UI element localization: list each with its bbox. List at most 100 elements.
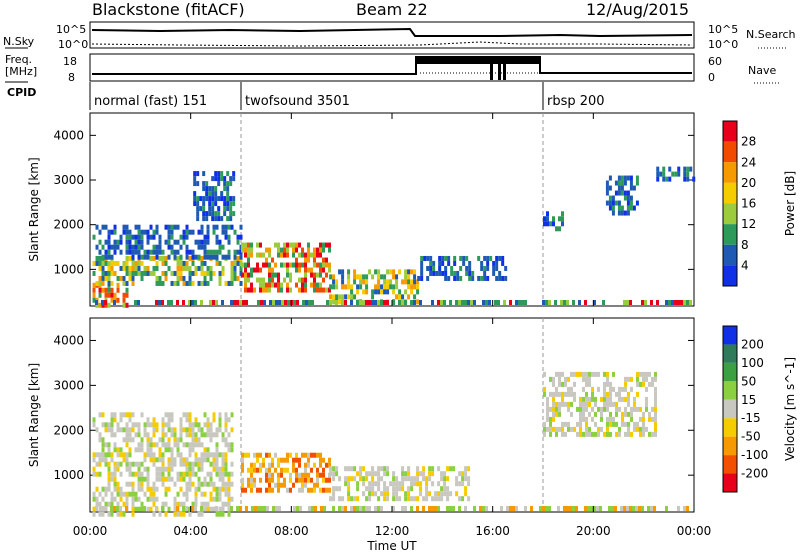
heatmap-cell (197, 422, 201, 428)
heatmap-cell (128, 244, 132, 250)
heatmap-cell (211, 186, 215, 192)
heatmap-cell (624, 431, 627, 437)
heatmap-cell (495, 255, 499, 261)
heatmap-cell (149, 249, 153, 255)
heatmap-cell (241, 477, 244, 483)
heatmap-cell (164, 486, 168, 492)
heatmap-cell (277, 287, 280, 293)
heatmap-cell (113, 461, 117, 467)
heatmap-cell (113, 442, 117, 448)
heatmap-cell (221, 501, 225, 507)
heatmap-cell (200, 255, 204, 261)
heatmap-cell (167, 461, 171, 467)
heatmap-cell (618, 391, 621, 397)
heatmap-cell (645, 401, 648, 407)
heatmap-cell (425, 491, 429, 497)
heatmap-cell (194, 471, 198, 477)
heatmap-cell (227, 417, 231, 423)
heatmap-cell (546, 426, 549, 432)
heatmap-cell (224, 417, 228, 423)
heatmap-cell (558, 226, 561, 232)
heatmap-cell (250, 462, 253, 468)
heatmap-cell (558, 216, 561, 222)
heatmap-cell (128, 461, 132, 467)
heatmap-cell (420, 265, 424, 271)
heatmap-cell (149, 506, 153, 512)
heatmap-cell (161, 260, 165, 266)
heatmap-cell (563, 300, 566, 305)
heatmap-cell (259, 242, 262, 248)
heatmap-cell (307, 462, 310, 468)
heatmap-cell (419, 486, 423, 492)
heatmap-cell (440, 486, 444, 492)
heatmap-cell (623, 190, 627, 196)
heatmap-cell (561, 426, 564, 432)
heatmap-cell (329, 300, 332, 305)
heatmap-cell (356, 300, 359, 305)
heatmap-cell (626, 195, 630, 201)
heatmap-cell (636, 371, 639, 377)
heatmap-cell (179, 417, 183, 423)
heatmap-cell (277, 272, 280, 278)
heatmap-cell (608, 205, 612, 211)
heatmap-cell (203, 412, 207, 418)
heatmap-cell (344, 466, 348, 472)
heatmap-cell (420, 260, 424, 266)
heatmap-cell (217, 171, 221, 177)
heatmap-cell (194, 506, 197, 511)
heatmap-cell (322, 467, 325, 473)
heatmap-cell (209, 506, 213, 512)
heatmap-cell (504, 275, 508, 281)
heatmap-cell (629, 185, 633, 191)
heatmap-cell (253, 482, 256, 488)
heatmap-cell (92, 506, 96, 512)
heatmap-cell (380, 289, 384, 295)
heatmap-cell (212, 229, 216, 235)
colorbar-tick-label: -50 (741, 430, 761, 444)
heatmap-cell (588, 376, 591, 382)
heatmap-cell (307, 472, 310, 478)
heatmap-cell (437, 496, 441, 502)
heatmap-cell (344, 300, 347, 305)
heatmap-cell (176, 239, 180, 245)
heatmap-cell (392, 496, 396, 502)
heatmap-cell (227, 471, 231, 477)
heatmap-cell (432, 260, 436, 266)
heatmap-cell (200, 239, 204, 245)
heatmap-cell (449, 491, 453, 497)
heatmap-cell (140, 437, 144, 443)
heatmap-cell (209, 432, 213, 438)
heatmap-cell (131, 280, 135, 286)
heatmap-cell (208, 206, 212, 212)
heatmap-cell (594, 421, 597, 427)
heatmap-cell (256, 267, 259, 273)
heatmap-cell (322, 257, 325, 263)
heatmap-cell (217, 181, 221, 187)
heatmap-cell (202, 216, 206, 222)
heatmap-cell (170, 244, 174, 250)
heatmap-cell (128, 412, 132, 418)
heatmap-cell (244, 272, 247, 278)
heatmap-cell (380, 491, 384, 497)
heatmap-cell (119, 234, 123, 240)
heatmap-cell (452, 506, 455, 511)
heatmap-cell (113, 229, 117, 235)
heatmap-cell (654, 386, 657, 392)
heatmap-cell (143, 491, 147, 497)
heatmap-cell (654, 391, 657, 397)
heatmap-cell (431, 471, 435, 477)
heatmap-cell (298, 262, 301, 268)
heatmap-cell (119, 506, 122, 511)
heatmap-cell (107, 275, 111, 281)
heatmap-cell (467, 300, 470, 305)
heatmap-cell (627, 411, 630, 417)
heatmap-cell (608, 175, 612, 181)
heatmap-cell (621, 411, 624, 417)
heatmap-cell (271, 277, 274, 283)
heatmap-cell (462, 260, 466, 266)
heatmap-cell (230, 481, 234, 487)
heatmap-cell (458, 506, 461, 511)
heatmap-cell (176, 224, 180, 230)
heatmap-cell (467, 466, 471, 472)
heatmap-cell (683, 166, 687, 172)
